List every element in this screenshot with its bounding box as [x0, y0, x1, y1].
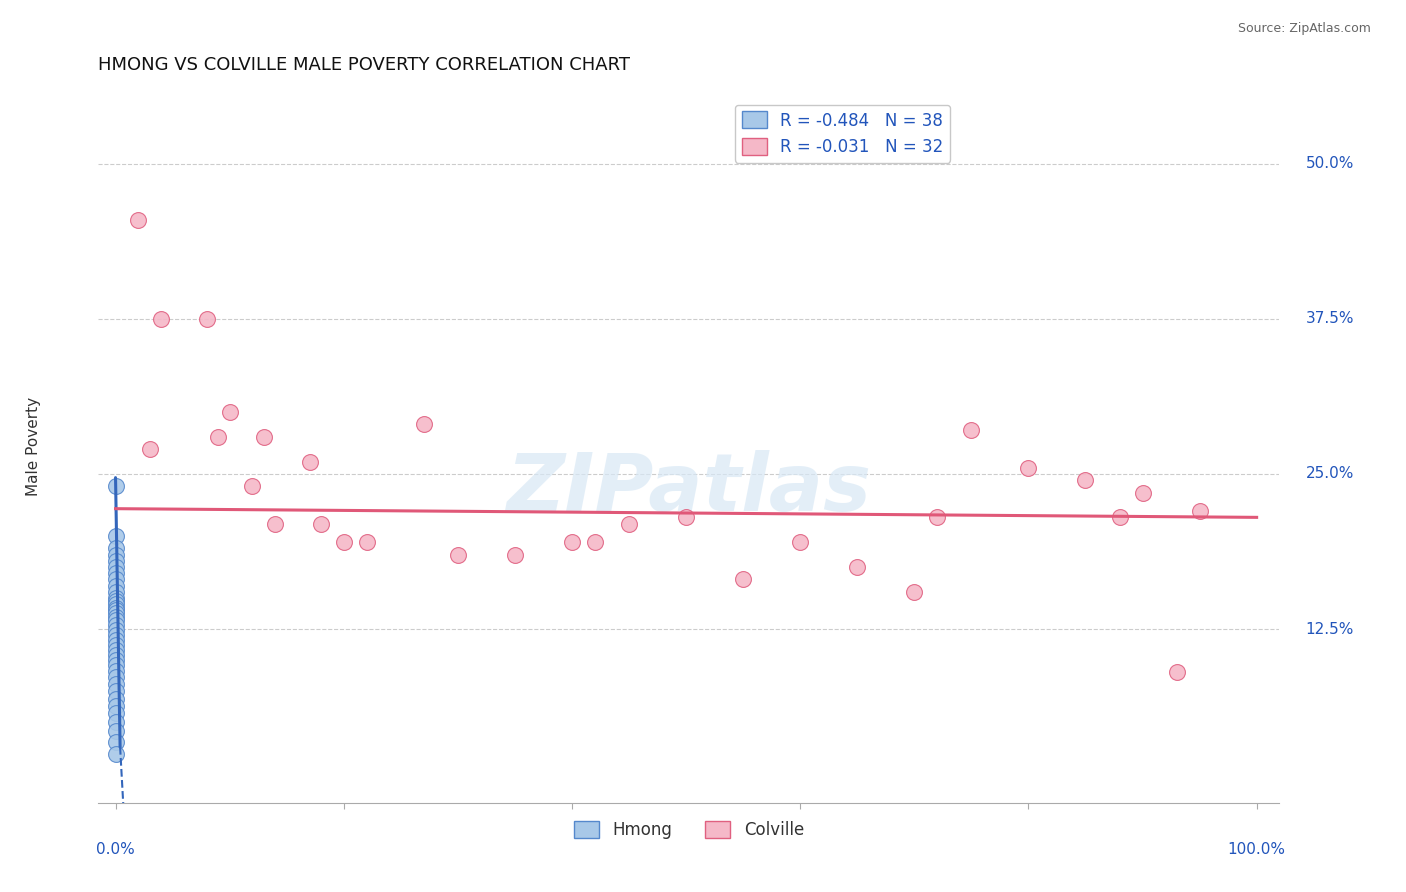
Point — [195, 311, 218, 326]
Point — [127, 212, 149, 227]
Point — [104, 554, 127, 568]
Text: Source: ZipAtlas.com: Source: ZipAtlas.com — [1237, 22, 1371, 36]
Point — [104, 715, 127, 730]
Point — [150, 311, 173, 326]
Point — [675, 510, 697, 524]
Point — [242, 479, 264, 493]
Point — [104, 735, 127, 749]
Point — [104, 747, 127, 762]
Point — [104, 691, 127, 706]
Point — [104, 541, 127, 556]
Point — [846, 560, 869, 574]
Text: 100.0%: 100.0% — [1227, 842, 1285, 857]
Point — [332, 535, 354, 549]
Point — [218, 405, 240, 419]
Point — [104, 529, 127, 543]
Point — [104, 698, 127, 713]
Legend: Hmong, Colville: Hmong, Colville — [567, 814, 811, 846]
Point — [104, 593, 127, 607]
Point — [104, 548, 127, 562]
Point — [104, 566, 127, 581]
Point — [561, 535, 583, 549]
Point — [789, 535, 811, 549]
Point — [104, 613, 127, 627]
Point — [104, 723, 127, 738]
Text: HMONG VS COLVILLE MALE POVERTY CORRELATION CHART: HMONG VS COLVILLE MALE POVERTY CORRELATI… — [98, 56, 630, 74]
Point — [104, 573, 127, 587]
Text: 25.0%: 25.0% — [1305, 467, 1354, 482]
Point — [104, 653, 127, 667]
Point — [1017, 460, 1039, 475]
Point — [104, 579, 127, 593]
Point — [104, 658, 127, 673]
Point — [104, 603, 127, 617]
Point — [1166, 665, 1188, 680]
Point — [104, 676, 127, 690]
Point — [104, 633, 127, 648]
Text: 0.0%: 0.0% — [96, 842, 135, 857]
Point — [253, 430, 276, 444]
Point — [1132, 485, 1154, 500]
Text: ZIPatlas: ZIPatlas — [506, 450, 872, 528]
Point — [104, 597, 127, 611]
Point — [503, 548, 526, 562]
Point — [104, 684, 127, 698]
Point — [1074, 473, 1097, 487]
Point — [104, 648, 127, 662]
Point — [104, 591, 127, 605]
Point — [264, 516, 287, 531]
Text: 50.0%: 50.0% — [1305, 156, 1354, 171]
Point — [298, 454, 321, 468]
Point — [104, 606, 127, 620]
Point — [104, 584, 127, 599]
Point — [412, 417, 434, 432]
Point — [583, 535, 606, 549]
Text: Male Poverty: Male Poverty — [25, 396, 41, 496]
Point — [927, 510, 949, 524]
Point — [139, 442, 162, 456]
Point — [356, 535, 378, 549]
Point — [104, 643, 127, 657]
Text: 37.5%: 37.5% — [1305, 311, 1354, 326]
Point — [1108, 510, 1130, 524]
Point — [104, 638, 127, 652]
Point — [104, 628, 127, 642]
Point — [309, 516, 332, 531]
Point — [960, 424, 983, 438]
Point — [733, 573, 755, 587]
Point — [104, 665, 127, 679]
Point — [104, 618, 127, 632]
Point — [104, 706, 127, 721]
Point — [1188, 504, 1211, 518]
Point — [104, 624, 127, 638]
Point — [447, 548, 470, 562]
Point — [903, 584, 925, 599]
Point — [104, 601, 127, 615]
Point — [207, 430, 229, 444]
Point — [104, 609, 127, 624]
Point — [104, 479, 127, 493]
Text: 12.5%: 12.5% — [1305, 622, 1354, 637]
Point — [617, 516, 640, 531]
Point — [104, 670, 127, 684]
Point — [104, 560, 127, 574]
